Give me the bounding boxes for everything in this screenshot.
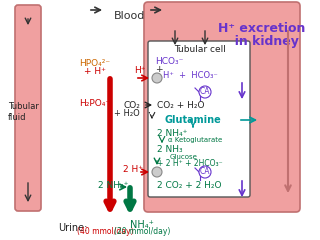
Text: H₂PO₄⁻: H₂PO₄⁻ xyxy=(79,100,111,108)
Text: CO₂: CO₂ xyxy=(123,101,140,109)
Text: (20 mmol/day): (20 mmol/day) xyxy=(114,228,170,236)
Text: Glucose: Glucose xyxy=(170,154,198,160)
Text: in kidney: in kidney xyxy=(226,36,299,48)
Text: 2 H⁺: 2 H⁺ xyxy=(123,166,143,174)
Text: H⁺ excretion: H⁺ excretion xyxy=(218,22,306,35)
Text: Glutamine: Glutamine xyxy=(164,115,221,125)
Text: + 2 H⁺ + 2HCO₃⁻: + 2 H⁺ + 2HCO₃⁻ xyxy=(157,158,223,168)
Text: 2 NH₄⁺: 2 NH₄⁺ xyxy=(98,180,128,190)
Text: Blood: Blood xyxy=(114,11,146,21)
FancyBboxPatch shape xyxy=(144,2,300,212)
Text: + H₂O: + H₂O xyxy=(114,108,140,118)
FancyBboxPatch shape xyxy=(148,41,250,197)
Text: HPO₄²⁻: HPO₄²⁻ xyxy=(79,60,111,68)
Text: H⁺: H⁺ xyxy=(134,66,146,75)
FancyBboxPatch shape xyxy=(15,5,41,211)
Text: NH₄⁺: NH₄⁺ xyxy=(130,220,154,230)
Text: Urine:: Urine: xyxy=(58,223,87,233)
Text: H⁺  +  HCO₃⁻: H⁺ + HCO₃⁻ xyxy=(163,71,218,79)
Text: α Ketoglutarate: α Ketoglutarate xyxy=(168,137,222,143)
Text: +: + xyxy=(155,66,163,74)
Text: Tubular cell: Tubular cell xyxy=(174,46,226,54)
Text: CO₂ + H₂O: CO₂ + H₂O xyxy=(157,101,204,109)
Text: CA: CA xyxy=(200,168,210,176)
Text: CA: CA xyxy=(200,88,210,96)
Text: (40 mmol/day): (40 mmol/day) xyxy=(77,228,133,236)
Text: Tubular
fluid: Tubular fluid xyxy=(8,102,39,122)
Text: 2 NH₄⁺: 2 NH₄⁺ xyxy=(157,128,188,138)
Circle shape xyxy=(152,167,162,177)
Text: 2 NH₃: 2 NH₃ xyxy=(157,145,183,155)
Text: 2 CO₂ + 2 H₂O: 2 CO₂ + 2 H₂O xyxy=(157,180,221,190)
Text: + H⁺: + H⁺ xyxy=(84,67,106,77)
Text: HCO₃⁻: HCO₃⁻ xyxy=(155,58,183,66)
Circle shape xyxy=(152,73,162,83)
